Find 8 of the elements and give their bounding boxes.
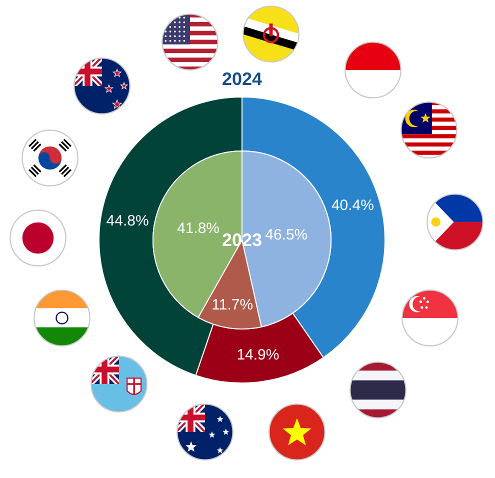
data-label: 14.9%: [236, 346, 280, 364]
data-label: 11.7%: [212, 296, 254, 314]
data-label: 46.5%: [265, 226, 308, 244]
data-label: 41.8%: [176, 220, 220, 237]
chart-title: 2024: [222, 69, 262, 89]
data-label: 40.4%: [331, 196, 374, 214]
text: 2023: [222, 230, 262, 250]
data-label: 44.8%: [106, 212, 149, 230]
